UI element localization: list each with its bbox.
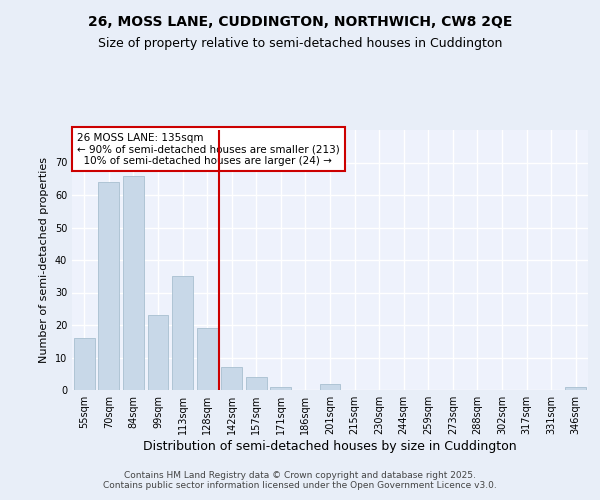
Bar	[172, 276, 193, 390]
Bar	[221, 367, 242, 390]
Bar	[74, 338, 95, 390]
Bar	[565, 387, 586, 390]
Bar	[320, 384, 340, 390]
Y-axis label: Number of semi-detached properties: Number of semi-detached properties	[39, 157, 49, 363]
Text: 26 MOSS LANE: 135sqm
← 90% of semi-detached houses are smaller (213)
  10% of se: 26 MOSS LANE: 135sqm ← 90% of semi-detac…	[77, 132, 340, 166]
Bar	[98, 182, 119, 390]
Text: Size of property relative to semi-detached houses in Cuddington: Size of property relative to semi-detach…	[98, 38, 502, 51]
Text: Contains HM Land Registry data © Crown copyright and database right 2025.
Contai: Contains HM Land Registry data © Crown c…	[103, 470, 497, 490]
Bar	[246, 377, 267, 390]
Bar	[271, 387, 292, 390]
Bar	[148, 316, 169, 390]
Text: 26, MOSS LANE, CUDDINGTON, NORTHWICH, CW8 2QE: 26, MOSS LANE, CUDDINGTON, NORTHWICH, CW…	[88, 15, 512, 29]
Bar	[197, 328, 218, 390]
Bar	[123, 176, 144, 390]
X-axis label: Distribution of semi-detached houses by size in Cuddington: Distribution of semi-detached houses by …	[143, 440, 517, 453]
